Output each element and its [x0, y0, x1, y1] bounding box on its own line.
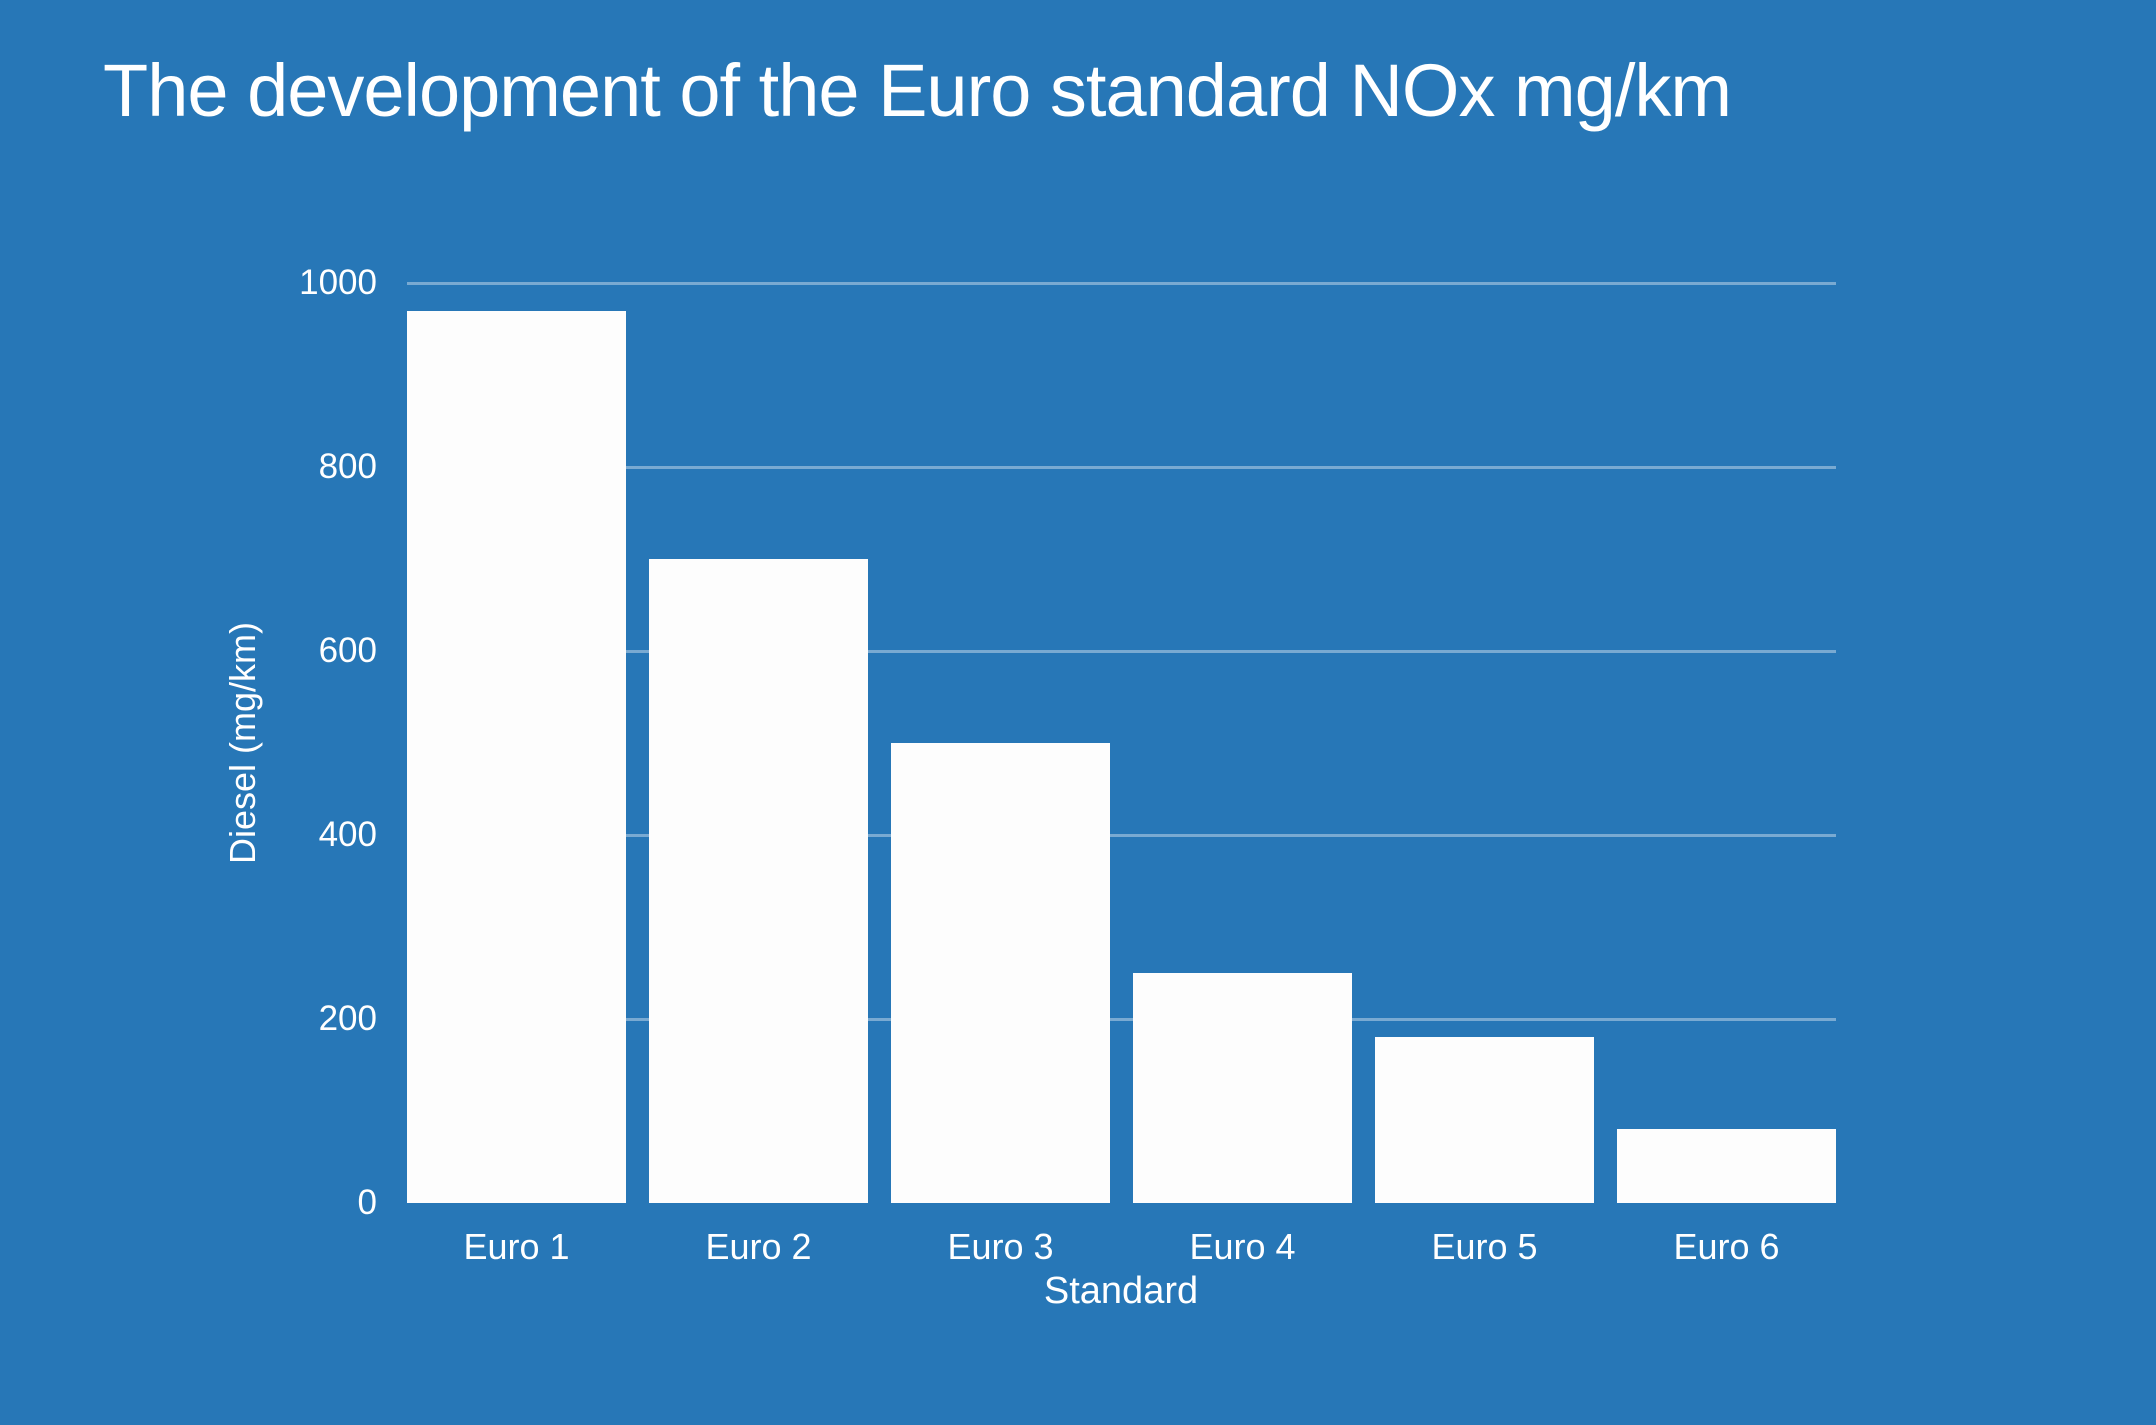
bar-euro-5 [1375, 1037, 1594, 1203]
x-tick-label-euro-4: Euro 4 [1189, 1226, 1296, 1267]
bar-euro-4 [1133, 973, 1352, 1203]
bar-euro-3 [891, 743, 1110, 1203]
y-axis-ticks: 0 200 400 600 800 1000 [0, 263, 377, 1222]
bar-euro-2 [649, 559, 868, 1203]
y-tick-label-0: 0 [357, 1183, 377, 1222]
y-tick-label-400: 400 [318, 815, 377, 854]
y-axis-title: Diesel (mg/km) [222, 621, 263, 865]
x-tick-label-euro-3: Euro 3 [947, 1226, 1054, 1267]
x-tick-label-euro-5: Euro 5 [1431, 1226, 1538, 1267]
bar-euro-6 [1617, 1129, 1836, 1203]
gridline-1000 [407, 281, 1836, 285]
x-axis-ticks: Euro 1 Euro 2 Euro 3 Euro 4 Euro 5 Euro 6 [407, 1226, 1836, 1268]
gridline-600 [407, 649, 1836, 653]
gridline-800 [407, 465, 1836, 469]
y-tick-label-200: 200 [318, 999, 377, 1038]
plot-area [407, 281, 1836, 1203]
x-axis-title: Standard [1043, 1270, 1199, 1312]
y-tick-label-800: 800 [318, 447, 377, 486]
gridline-400 [407, 833, 1836, 837]
bars-layer [407, 283, 1836, 1203]
x-tick-label-euro-1: Euro 1 [463, 1226, 570, 1267]
chart-title: The development of the Euro standard NOx… [103, 49, 1732, 132]
x-tick-label-euro-6: Euro 6 [1673, 1226, 1780, 1267]
x-tick-label-euro-2: Euro 2 [705, 1226, 812, 1267]
bar-euro-1 [407, 310, 626, 1203]
gridline-200 [407, 1017, 1836, 1021]
y-tick-label-1000: 1000 [299, 263, 377, 302]
y-tick-label-600: 600 [318, 631, 377, 670]
